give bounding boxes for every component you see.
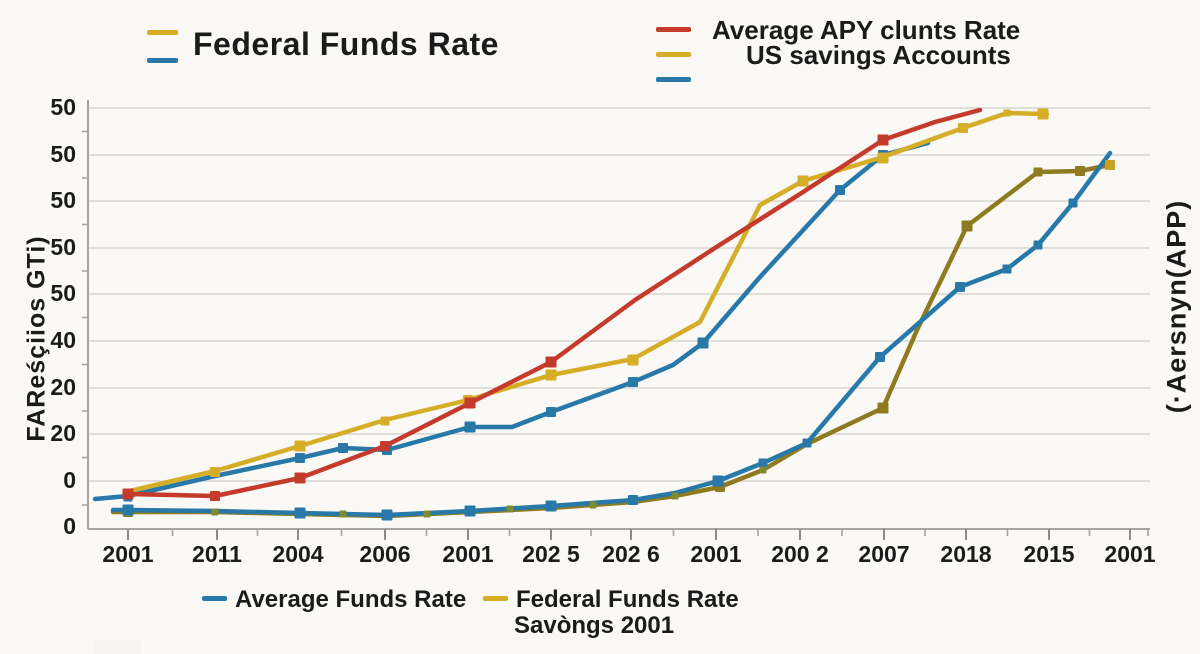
series-line [110,150,1113,518]
data-point-marker [1033,240,1043,250]
data-point-marker [628,377,638,387]
series-line [122,110,1050,495]
x-tick-label: 2011 [192,541,242,567]
data-point-marker [464,505,476,517]
data-point-marker [802,438,812,448]
legend-swatch-yellow [147,30,178,35]
data-point-marker [628,495,638,505]
data-point-marker [1037,108,1049,120]
x-tick-label: 200 2 [771,541,829,567]
data-point-marker [294,507,306,519]
y-tick-label: 0 [63,467,76,493]
data-point-marker [546,407,556,417]
data-point-marker [545,356,557,368]
legend-item-label: Average APY clunts Rate [712,15,1021,45]
data-point-marker [697,337,709,349]
x-tick-label: 2004 [272,541,324,567]
data-point-marker [1003,109,1011,117]
x-tick-label: 2001 [102,541,154,567]
data-point-marker [758,458,768,468]
x-tick-label: 2001 [442,541,494,567]
data-point-marker [589,501,597,509]
x-tick-label: 2007 [858,541,910,567]
legend-line-swatch [656,27,691,32]
data-point-marker [211,508,219,516]
data-point-marker [380,441,390,451]
data-point-marker [877,152,889,164]
data-point-marker [671,492,679,500]
y-tick-label: 50 [50,280,76,306]
data-point-marker [294,440,306,452]
data-point-marker [545,369,557,381]
data-point-marker [875,352,885,362]
y-tick-label: 50 [50,141,76,167]
data-point-marker [877,134,889,146]
y-tick-label: 50 [50,94,76,120]
data-point-marker [961,220,973,232]
data-point-marker [545,500,557,512]
bottom-legend-sublabel: Savòngs 2001 [514,612,675,639]
x-tick-label: 2001 [1104,541,1156,567]
data-point-marker [464,397,476,409]
data-point-marker [295,453,305,463]
data-point-marker [338,443,348,453]
series-line [92,140,931,502]
legend-line-swatch [656,77,691,82]
x-tick-label: 2006 [359,541,411,567]
series-line [125,107,983,499]
data-point-marker [797,175,809,187]
y-tick-label: 50 [50,187,76,213]
y-tick-label: 0 [63,513,76,539]
data-point-marker [339,510,347,518]
data-point-marker [294,472,306,484]
data-point-marker [210,467,220,477]
legend-line-swatch [483,596,508,601]
x-tick-label: 202 6 [602,541,660,567]
x-tick-label: 2018 [940,541,992,567]
artifact-mark [95,640,141,654]
data-point-marker [381,509,393,521]
x-tick-label: 202 5 [522,541,580,567]
data-point-marker [506,505,514,513]
data-point-marker [712,475,724,487]
data-point-marker [958,123,968,133]
data-point-marker [1105,160,1115,170]
data-point-marker [759,466,767,474]
legend-swatch-blue [147,58,178,63]
y-tick-label: 20 [50,374,76,400]
data-point-marker [835,185,845,195]
data-point-marker [1075,166,1085,176]
legend-item-label: Average Funds Rate [235,586,467,613]
data-point-marker [627,354,639,366]
data-point-marker [464,421,476,433]
legend-item-label: Federal Funds Rate [516,586,739,613]
x-tick-label: 2015 [1023,541,1075,567]
data-point-marker [380,416,390,426]
y-tick-label: 50 [50,234,76,260]
data-point-marker [122,504,134,516]
data-point-marker [1033,167,1043,177]
data-point-marker [122,488,134,500]
y-tick-label: 40 [50,327,76,353]
x-tick-label: 2001 [690,541,742,567]
page-title: Federal Funds Rate [193,26,499,62]
data-point-marker [1068,198,1078,208]
y-tick-label: 20 [50,420,76,446]
legend-line-swatch [202,596,227,601]
data-point-marker [423,510,431,518]
legend-line-swatch [656,52,691,57]
data-point-marker [877,402,889,414]
legend-item-label: US savings Accounts [746,40,1011,70]
data-point-marker [210,491,220,501]
data-point-marker [1002,264,1012,274]
data-point-marker [955,282,965,292]
